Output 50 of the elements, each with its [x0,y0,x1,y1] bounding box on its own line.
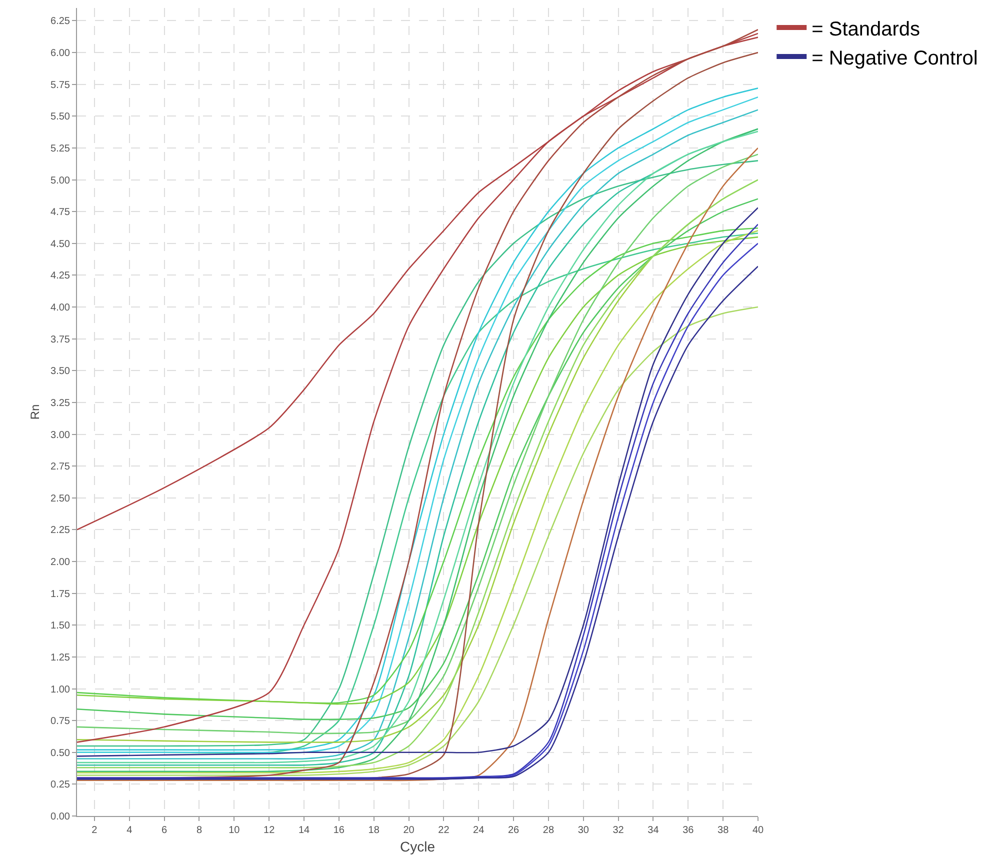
x-tick-label: 26 [508,825,520,836]
x-tick-label: 18 [368,825,380,836]
y-tick-label: 1.00 [50,684,70,696]
legend-label: = Negative Control [812,47,978,70]
y-tick-label: 0.00 [50,812,70,822]
y-tick-label: 5.75 [50,80,70,91]
x-tick-label: 4 [126,825,133,836]
y-tick-label: 4.50 [50,238,70,250]
x-tick-label: 38 [718,825,730,836]
x-tick-label: 22 [438,825,450,836]
x-tick-label: 36 [682,825,694,836]
y-tick-label: 3.00 [50,430,70,441]
x-tick-label: 30 [578,825,590,836]
x-tick-label: 28 [542,825,554,836]
x-tick-label: 16 [333,825,345,836]
y-tick-label: 5.50 [50,112,70,123]
x-tick-label: 10 [228,825,240,836]
y-tick-label: 3.75 [50,334,70,346]
y-axis-title: Rn [28,404,42,420]
y-tick-label: 1.75 [50,588,70,600]
y-tick-label: 0.50 [50,748,70,759]
y-tick-label: 6.00 [50,48,70,60]
y-tick-label: 5.00 [50,175,70,186]
x-tick-label: 34 [648,825,660,836]
y-tick-label: 4.00 [50,302,70,314]
y-tick-label: 2.50 [50,493,70,504]
x-tick-label: 12 [264,825,276,836]
y-tick-label: 3.25 [50,398,70,409]
y-tick-label: 4.25 [50,270,70,282]
x-tick-label: 40 [752,825,764,836]
x-tick-label: 20 [403,825,415,836]
x-tick-label: 32 [612,825,624,836]
y-tick-label: 5.25 [50,143,70,154]
y-tick-label: 1.50 [50,620,70,632]
y-tick-label: 0.75 [50,716,70,728]
x-tick-label: 14 [298,825,310,836]
y-tick-label: 2.25 [50,525,70,536]
x-axis-title: Cycle [400,838,436,854]
legend-label: = Standards [812,18,920,40]
y-tick-label: 2.00 [50,557,70,568]
x-tick-label: 2 [92,825,98,836]
y-tick-label: 3.50 [50,366,70,378]
y-tick-label: 6.25 [50,16,70,28]
x-tick-label: 6 [162,825,168,836]
x-tick-label: 24 [473,825,485,836]
x-tick-label: 8 [196,825,202,836]
y-tick-label: 1.25 [50,652,70,664]
y-tick-label: 2.75 [50,462,70,473]
y-tick-label: 0.25 [50,780,70,791]
y-tick-label: 4.75 [50,207,70,218]
